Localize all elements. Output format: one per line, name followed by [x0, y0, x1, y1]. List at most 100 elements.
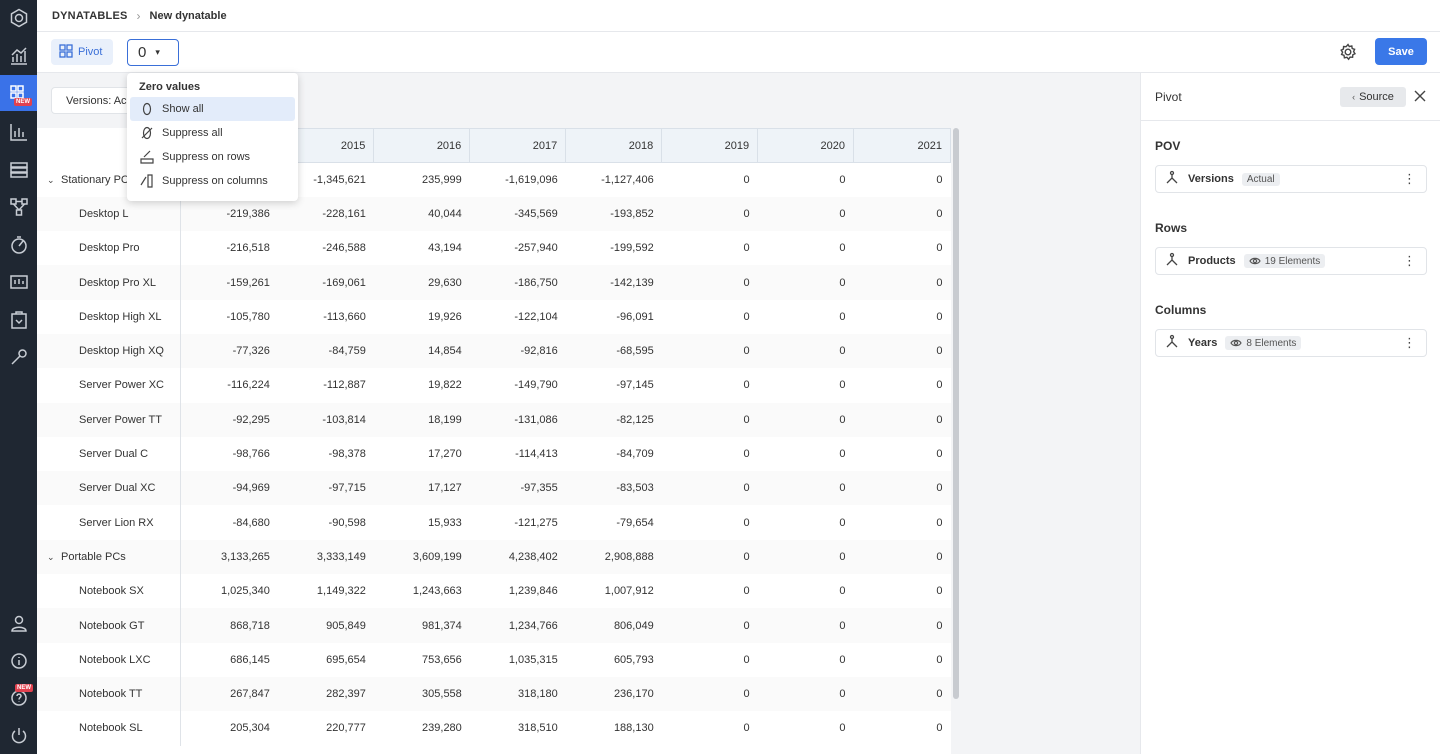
table-cell[interactable]: -1,127,406 [601, 173, 654, 186]
table-cell[interactable]: 1,007,912 [604, 585, 654, 598]
table-cell[interactable]: -90,598 [328, 516, 366, 529]
table-cell[interactable]: -228,161 [277, 196, 374, 232]
table-cell[interactable]: 0 [661, 196, 758, 232]
table-cell[interactable]: -97,145 [616, 379, 654, 392]
model-icon[interactable] [0, 189, 37, 225]
settings-gear-icon[interactable] [1339, 43, 1357, 61]
table-cell[interactable]: 0 [757, 471, 854, 506]
table-cell[interactable]: 17,270 [428, 448, 462, 461]
info-icon[interactable] [0, 643, 37, 679]
pivot-button[interactable]: Pivot [51, 39, 113, 65]
table-cell[interactable]: -97,715 [277, 471, 374, 506]
table-cell[interactable]: 0 [757, 608, 854, 643]
table-cell[interactable]: -193,852 [565, 196, 662, 232]
table-cell[interactable]: 305,558 [373, 676, 470, 712]
table-cell[interactable]: 3,133,265 [180, 539, 278, 575]
table-cell[interactable]: -121,275 [514, 516, 558, 529]
table-cell[interactable]: 267,847 [180, 676, 278, 712]
year-header[interactable]: 2017 [469, 128, 567, 163]
table-cell[interactable]: 605,793 [613, 653, 654, 666]
row-header[interactable]: Notebook LXC [37, 642, 182, 677]
table-cell[interactable]: 18,199 [373, 402, 470, 437]
table-cell[interactable]: 318,180 [469, 676, 566, 712]
table-cell[interactable]: 19,926 [428, 310, 462, 323]
table-cell[interactable]: 0 [839, 585, 846, 598]
table-cell[interactable]: 29,630 [373, 265, 470, 300]
table-cell[interactable]: -142,139 [565, 265, 662, 300]
row-header[interactable]: Server Power XC [37, 368, 182, 403]
columns-dimension-card[interactable]: Years 8 Elements ⋮ [1155, 329, 1427, 357]
table-cell[interactable]: 0 [853, 608, 951, 643]
table-cell[interactable]: 0 [839, 379, 846, 392]
table-cell[interactable]: -1,619,096 [505, 173, 558, 186]
table-cell[interactable]: 0 [936, 310, 943, 323]
table-cell[interactable]: 15,933 [428, 516, 462, 529]
table-cell[interactable]: 40,044 [373, 196, 470, 232]
table-cell[interactable]: 0 [757, 539, 854, 575]
table-cell[interactable]: -219,386 [180, 196, 278, 232]
table-cell[interactable]: -246,588 [322, 242, 366, 255]
table-cell[interactable]: 239,280 [422, 722, 462, 735]
row-header[interactable]: Desktop High XQ [37, 333, 182, 369]
table-cell[interactable]: 0 [661, 608, 758, 643]
table-cell[interactable]: 0 [936, 722, 943, 735]
table-cell[interactable]: 0 [661, 539, 758, 575]
table-cell[interactable]: 0 [936, 173, 943, 186]
year-header[interactable]: 2021 [853, 128, 951, 163]
table-cell[interactable]: 0 [661, 265, 758, 300]
table-cell[interactable]: 0 [743, 379, 750, 392]
presentation-icon[interactable] [0, 264, 37, 300]
table-cell[interactable]: 43,194 [428, 242, 462, 255]
database-icon[interactable] [0, 152, 37, 188]
table-cell[interactable]: 0 [743, 516, 750, 529]
table-cell[interactable]: 0 [757, 676, 854, 712]
table-cell[interactable]: -92,816 [469, 333, 566, 369]
row-header[interactable]: Server Dual C [37, 436, 182, 472]
table-cell[interactable]: 0 [839, 448, 846, 461]
table-cell[interactable]: 236,170 [565, 676, 662, 712]
table-cell[interactable]: -79,654 [616, 516, 654, 529]
table-cell[interactable]: -169,061 [277, 265, 374, 300]
year-header[interactable]: 2018 [565, 128, 663, 163]
row-header[interactable]: Notebook TT [37, 676, 182, 712]
table-cell[interactable]: -77,326 [180, 333, 278, 369]
table-cell[interactable]: 3,609,199 [373, 539, 470, 575]
table-cell[interactable]: 0 [757, 333, 854, 369]
table-cell[interactable]: -116,224 [227, 379, 270, 392]
user-icon[interactable] [0, 605, 37, 641]
table-cell[interactable]: 981,374 [373, 608, 470, 643]
table-cell[interactable]: -131,086 [469, 402, 566, 437]
reports-icon[interactable] [0, 114, 37, 150]
table-cell[interactable]: 235,999 [422, 173, 462, 186]
table-cell[interactable]: 0 [936, 653, 943, 666]
table-cell[interactable]: 1,243,663 [412, 585, 462, 598]
table-cell[interactable]: -84,709 [616, 448, 654, 461]
table-cell[interactable]: -345,569 [469, 196, 566, 232]
table-cell[interactable]: 1,239,846 [508, 585, 558, 598]
menu-item-suppress-rows[interactable]: Suppress on rows [130, 145, 295, 169]
table-cell[interactable]: 0 [839, 310, 846, 323]
table-cell[interactable]: 0 [853, 676, 951, 712]
vertical-scrollbar[interactable] [953, 128, 959, 699]
app-logo-icon[interactable] [0, 0, 37, 36]
table-cell[interactable]: 0 [757, 196, 854, 232]
table-cell[interactable]: 0 [743, 310, 750, 323]
table-cell[interactable]: 0 [839, 516, 846, 529]
row-header[interactable]: Notebook GT [37, 608, 182, 643]
table-cell[interactable]: 0 [936, 242, 943, 255]
row-header[interactable]: Notebook SX [37, 574, 182, 609]
table-cell[interactable]: -1,345,621 [313, 173, 366, 186]
power-icon[interactable] [0, 718, 37, 754]
table-cell[interactable]: 0 [743, 722, 750, 735]
table-cell[interactable]: 868,718 [180, 608, 278, 643]
row-header[interactable]: Desktop Pro XL [37, 265, 182, 300]
dynatables-icon[interactable]: NEW [0, 75, 37, 111]
table-cell[interactable]: -92,295 [180, 402, 278, 437]
collapse-caret-icon[interactable]: ⌄ [47, 174, 55, 185]
table-cell[interactable]: 0 [661, 471, 758, 506]
table-cell[interactable]: 905,849 [277, 608, 374, 643]
workflow-icon[interactable] [0, 302, 37, 338]
table-cell[interactable]: -103,814 [277, 402, 374, 437]
table-cell[interactable]: 0 [936, 448, 943, 461]
table-cell[interactable]: 0 [661, 402, 758, 437]
